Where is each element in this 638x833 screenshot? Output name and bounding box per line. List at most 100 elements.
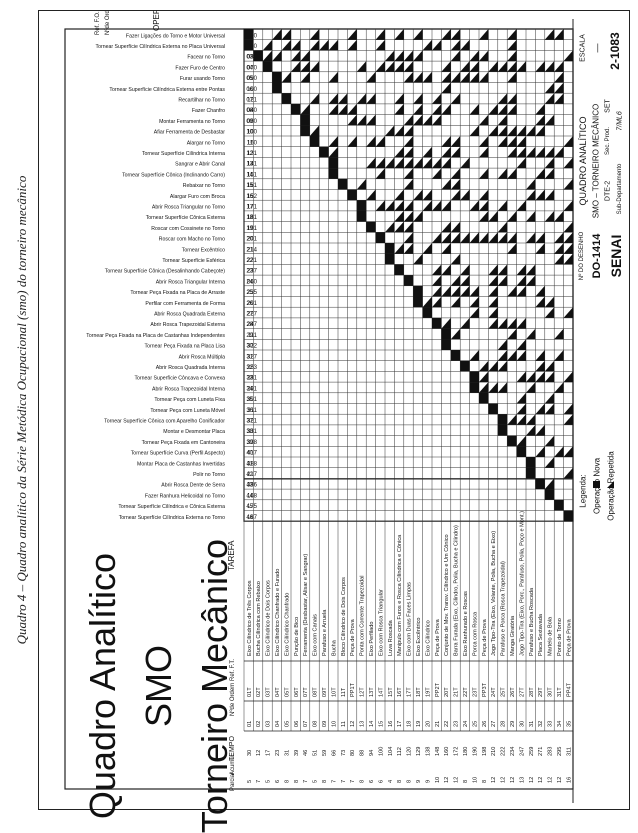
operation-name: Abrir Rosca Trapezoidal Interna — [152, 386, 225, 392]
operation-name: Abrir Rosca Trapezoidal Externa — [150, 322, 225, 328]
task-time-parcial: 13 — [519, 777, 525, 783]
repeated-operation-mark — [479, 50, 489, 62]
task-name: Placa Sextavada — [538, 613, 544, 656]
new-operation-mark — [403, 275, 414, 286]
repeated-operation-mark — [432, 264, 442, 276]
header-no-ordem-op: Nºde Ordem — [104, 11, 111, 35]
operation-ref: 121 — [247, 98, 258, 104]
repeated-operation-mark — [441, 200, 451, 211]
operation-ref: 417 — [247, 451, 258, 457]
repeated-operation-mark — [507, 243, 517, 254]
repeated-operation-mark — [563, 307, 573, 318]
repeated-operation-mark — [413, 50, 423, 62]
title-block-sec: Sec. Prod. — [605, 126, 611, 156]
repeated-operation-mark — [516, 392, 526, 404]
repeated-operation-mark — [479, 371, 489, 383]
new-operation-mark — [253, 50, 263, 62]
repeated-operation-mark — [375, 39, 385, 51]
task-name: Eixo com Duas Faces Limpas — [407, 582, 413, 656]
operation-number: 12 — [246, 151, 253, 157]
repeated-operation-mark — [394, 125, 404, 136]
repeated-operation-mark — [366, 71, 376, 83]
repeated-operation-mark — [507, 39, 517, 51]
repeated-operation-mark — [479, 136, 489, 147]
task-time-parcial: 10 — [472, 777, 478, 783]
task-ref: PP3T — [482, 682, 488, 697]
repeated-operation-mark — [563, 253, 573, 265]
task-number: 26 — [482, 721, 488, 727]
task-time-acum: 247 — [519, 747, 525, 756]
operation-name: Abrir Rosca Quadrada Interna — [156, 365, 225, 371]
task-number: 07 — [303, 721, 309, 727]
repeated-operation-mark — [413, 253, 423, 265]
repeated-operation-mark — [535, 296, 545, 308]
repeated-operation-mark — [441, 71, 451, 83]
repeated-operation-mark — [309, 39, 320, 51]
new-operation-mark — [347, 189, 357, 201]
repeated-operation-mark — [488, 232, 498, 243]
operation-number: 24 — [246, 279, 253, 285]
repeated-operation-mark — [554, 61, 564, 72]
repeated-operation-mark — [554, 146, 564, 158]
task-number: 27 — [491, 721, 497, 727]
repeated-operation-mark — [535, 360, 545, 372]
repeated-operation-mark — [394, 221, 404, 233]
task-number: 34 — [557, 721, 563, 727]
repeated-operation-mark — [507, 125, 517, 136]
new-operation-mark — [385, 243, 395, 254]
task-number: 16 — [388, 721, 394, 727]
task-ref: 23T — [472, 687, 478, 697]
repeated-operation-mark — [554, 350, 564, 361]
repeated-operation-mark — [563, 50, 573, 62]
task-name: Conjunto de Mov. Transv. Cilíndrico e Um… — [444, 534, 450, 656]
new-operation-mark — [244, 29, 254, 40]
repeated-operation-mark — [563, 403, 573, 415]
repeated-operation-mark — [394, 93, 404, 104]
repeated-operation-mark — [309, 93, 320, 104]
repeated-operation-mark — [469, 307, 479, 318]
operation-name: Abrir Rosca Triangular no Torno — [152, 205, 225, 211]
grid-lines — [243, 28, 574, 732]
repeated-operation-mark — [479, 210, 489, 222]
operation-name: Tornear Superfície Esférica — [162, 258, 225, 264]
task-name: Ponto de Torno — [557, 618, 563, 656]
repeated-operation-mark — [526, 232, 536, 243]
operation-ref: 100 — [247, 87, 258, 93]
repeated-operation-mark — [469, 285, 479, 297]
task-number: 10 — [331, 721, 337, 727]
task-name: Jogo Tipo-Tira (Eixo, Volante, Polia, Bu… — [491, 531, 497, 656]
operation-number: 21 — [246, 247, 253, 253]
repeated-operation-mark — [535, 285, 545, 297]
repeated-operation-mark — [554, 243, 564, 254]
repeated-operation-mark — [450, 39, 461, 51]
operation-number: 11 — [247, 140, 254, 146]
task-cells: Eixo Cilíndrico de Três Corpos 01T 01 30 5 Bu… — [247, 511, 573, 783]
repeated-operation-mark — [544, 371, 555, 383]
task-time-parcial: 12 — [510, 777, 516, 783]
operation-ref: 214 — [247, 247, 258, 253]
task-name: Manipulo com Furos e Rosca Cilíndrica e … — [397, 534, 403, 656]
repeated-operation-mark — [535, 446, 545, 457]
repeated-operation-mark — [460, 232, 470, 243]
operation-number: 08 — [246, 108, 253, 114]
task-name: Punção de Bico — [294, 617, 300, 656]
repeated-operation-mark — [535, 424, 545, 436]
operation-name: Tornear Superfície Cilíndrica Interna — [142, 151, 225, 157]
repeated-operation-mark — [497, 136, 508, 147]
repeated-operation-mark — [450, 285, 461, 297]
task-time-parcial: 12 — [557, 777, 563, 783]
repeated-operation-mark — [281, 71, 291, 83]
task-ref: 03T — [266, 687, 272, 697]
new-operation-mark — [319, 146, 329, 158]
task-time-parcial: 12 — [491, 777, 497, 783]
repeated-operation-mark — [535, 403, 545, 415]
repeated-operation-mark — [347, 39, 357, 51]
repeated-operation-mark — [554, 232, 564, 243]
task-time-acum: 311 — [566, 747, 572, 756]
repeated-operation-mark — [516, 146, 526, 158]
operation-name: Fazer Furo de Centro — [175, 65, 225, 71]
operation-number: 09 — [246, 119, 253, 125]
task-time-parcial: 6 — [275, 780, 281, 783]
operation-name: Tornear Superfície Côncava e Convexa — [134, 376, 225, 382]
new-operation-mark — [526, 457, 536, 468]
